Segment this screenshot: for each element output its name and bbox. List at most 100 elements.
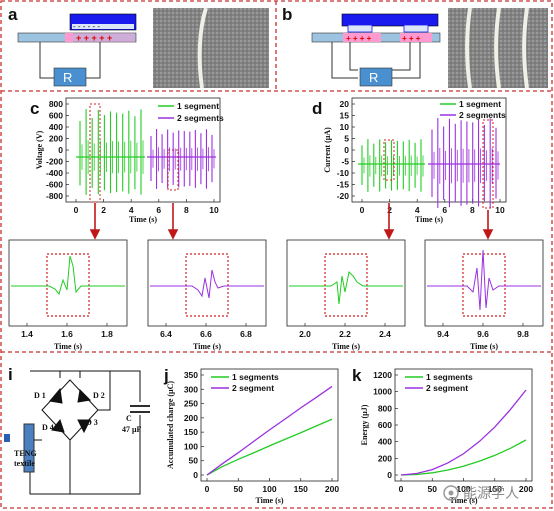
c-ytick-label: 0 [58,145,63,155]
d-xtick-label: 10 [495,205,505,215]
c-ytick-label: 600 [49,111,63,121]
svg-text:+ + + + +: + + + + + [76,33,112,43]
zoom-plot-g: 2.0 2.2 2.4 Time (s) [286,239,406,351]
c-ytick-label: -600 [46,180,63,190]
svg-text:+ + + +: + + + + [346,34,372,43]
watermark: 能源学人 [443,485,519,502]
c-xtick-label: 2 [101,205,106,215]
panel-label-i: i [8,365,13,384]
k-ylabel: Energy (μJ) [360,404,369,445]
c-ytick-label: 200 [49,134,63,144]
f-trace [150,269,264,299]
resistor-b: R [369,70,378,85]
j-xtick-label: 150 [294,484,308,494]
h-xlabel: Time (s) [470,342,498,351]
j-series-1 [206,418,333,476]
c-ytick-label: 800 [49,99,63,109]
k-xtick-label: 100 [456,484,470,494]
textile-photo-a [153,7,269,89]
k-ytick-label: 1200 [373,370,392,380]
k-ytick-label: 200 [378,453,392,463]
diode-2: D 2 [93,391,105,400]
c-xtick-label: 0 [74,205,79,215]
d-ytick-label: 5 [344,134,349,144]
d-ylabel: Current (μA) [323,127,332,173]
e-xtick-label: 1.6 [61,329,73,339]
panel-label-b: b [282,5,292,24]
c-ytick-label: -400 [46,168,63,178]
zoom-arrows [89,203,494,240]
j-series-2 [206,385,333,476]
rectifier-circuit [23,370,150,495]
teng-label: TENG [14,449,37,458]
c-ytick-label: -800 [46,191,63,201]
diode-4: D 4 [42,423,54,432]
h-highlight-box [462,253,506,317]
j-xlabel: Time (s) [255,496,283,505]
zoom-plot-h: 9.4 9.6 9.8 Time (s) [424,239,544,351]
j-ytick-label: 150 [184,427,198,437]
device-schematic-a: + + + + + - - - - - - R [17,13,137,87]
j-legend-label-2: 2 segment [232,383,274,393]
zoom-plot-e: 1.4 1.6 1.8 Time (s) [8,239,128,351]
k-series-1 [400,439,527,476]
d-legend-2: 2 segments [459,110,506,120]
j-ytick-label: 350 [184,370,198,380]
k-ytick-label: 0 [387,470,392,480]
d-ytick-label: 15 [340,111,350,121]
j-ytick-label: 100 [184,441,198,451]
j-ylabel: Accumulated charge (μC) [166,381,175,469]
k-series-2 [400,389,527,476]
j-legend-label-1: 1 segments [232,372,279,382]
c-xtick-label: 4 [129,205,134,215]
d-ytick-label: -5 [341,157,349,167]
j-ytick-label: 300 [184,384,198,394]
textile-photo-b [448,7,548,89]
g-trace [289,270,403,305]
teng-electrode [4,434,10,442]
k-legend-label-1: 1 segments [426,372,473,382]
d-ytick-label: 0 [344,145,349,155]
panel-label-d: d [312,99,322,118]
k-xlabel: Time (s) [449,496,477,505]
c-ytick-label: 400 [49,122,63,132]
f-frame [147,239,267,327]
h-trace [427,249,541,311]
g-frame [286,239,406,327]
d-xlabel: Time (s) [415,215,443,224]
panel-label-a: a [8,5,18,24]
j-xtick-label: 100 [262,484,276,494]
capacitor-value: 47 μF [122,425,142,434]
h-xtick-label: 9.8 [517,329,529,339]
panel-label-j: j [163,366,169,385]
current-plot: Current (μA) Time (s) 20151050-5-10-15-2… [323,97,507,224]
d-xtick-label: 0 [360,205,365,215]
charge-chart: 0 50 100 150 200 250 300 350 0 50 100 150 200 Time (s… [166,368,339,505]
d-xtick-label: 4 [415,205,420,215]
h-xtick-label: 9.4 [437,329,449,339]
d-ytick-label: -20 [337,191,350,201]
voltage-plot: Voltage (V) Time (s) 8006004002000-200-4… [35,97,224,224]
k-ytick-label: 600 [378,420,392,430]
diode-3: D 3 [86,418,98,427]
e-trace [11,255,125,296]
panel-label-c: c [30,99,39,118]
panel-label-k: k [352,366,362,385]
g-xlabel: Time (s) [332,342,360,351]
resistor-a: R [63,70,72,85]
k-xtick-label: 150 [488,484,502,494]
capacitor-label: C [126,414,132,423]
j-ytick-label: 0 [193,470,198,480]
d-legend-1: 1 segment [459,99,501,109]
h-xtick-label: 9.6 [477,329,489,339]
j-xtick-label: 50 [234,484,244,494]
c-legend-2: 2 segments [177,113,224,123]
k-xtick-label: 0 [399,484,404,494]
c-legend-1: 1 segment [177,101,219,111]
d-ytick-label: 20 [340,99,350,109]
k-xtick-label: 200 [519,484,533,494]
c-xtick-label: 6 [156,205,161,215]
device-schematic-b: + + + + + + + R [311,13,441,87]
j-xtick-label: 200 [325,484,339,494]
